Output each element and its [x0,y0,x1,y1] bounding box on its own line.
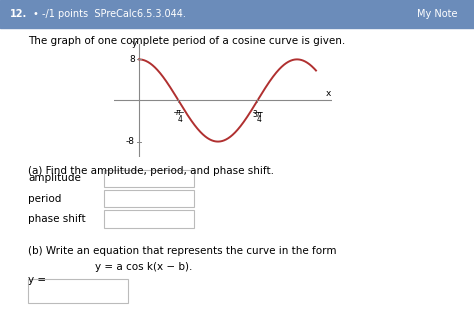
Text: The graph of one complete period of a cosine curve is given.: The graph of one complete period of a co… [28,36,346,46]
Text: y = a cos k(x − b).: y = a cos k(x − b). [95,262,192,272]
Text: (b) Write an equation that represents the curve in the form: (b) Write an equation that represents th… [28,246,337,257]
Text: amplitude: amplitude [28,173,82,183]
Text: 4: 4 [178,115,182,124]
Text: 12.: 12. [9,9,27,19]
Text: (a) Find the amplitude, period, and phase shift.: (a) Find the amplitude, period, and phas… [28,166,274,176]
Text: $\pi$: $\pi$ [175,108,182,117]
Text: x: x [326,89,331,98]
Text: y =: y = [28,275,46,285]
Text: 8: 8 [129,55,135,64]
Text: • -/1 points  SPreCalc6.5.3.044.: • -/1 points SPreCalc6.5.3.044. [33,9,186,19]
Text: y: y [132,39,137,48]
Text: period: period [28,194,62,203]
Text: -8: -8 [126,137,135,146]
Text: phase shift: phase shift [28,214,86,224]
Text: 4: 4 [256,115,262,124]
Text: $3\pi$: $3\pi$ [252,108,263,119]
Text: My Note: My Note [417,9,457,19]
